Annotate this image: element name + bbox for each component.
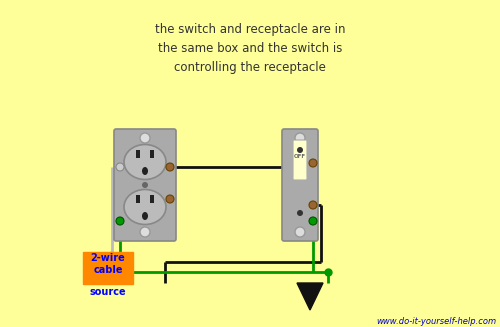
Circle shape <box>166 195 174 203</box>
Circle shape <box>166 163 174 171</box>
Circle shape <box>295 227 305 237</box>
Circle shape <box>297 210 303 216</box>
Circle shape <box>297 147 303 153</box>
Text: 2-wire
cable: 2-wire cable <box>90 253 126 275</box>
Circle shape <box>140 227 150 237</box>
Circle shape <box>116 217 124 225</box>
FancyBboxPatch shape <box>114 129 176 241</box>
Text: www.do-it-yourself-help.com: www.do-it-yourself-help.com <box>376 318 496 326</box>
Circle shape <box>142 182 148 188</box>
Ellipse shape <box>142 212 148 220</box>
Ellipse shape <box>124 145 166 180</box>
FancyBboxPatch shape <box>293 140 307 180</box>
Circle shape <box>309 217 317 225</box>
Bar <box>83 252 133 284</box>
Text: the switch and receptacle are in
the same box and the switch is
controlling the : the switch and receptacle are in the sam… <box>155 23 345 74</box>
Bar <box>136 195 140 203</box>
Polygon shape <box>297 283 323 310</box>
FancyBboxPatch shape <box>282 129 318 241</box>
Circle shape <box>116 163 124 171</box>
Ellipse shape <box>142 167 148 175</box>
Ellipse shape <box>124 190 166 225</box>
Circle shape <box>295 133 305 143</box>
Text: source: source <box>90 287 126 297</box>
Circle shape <box>309 159 317 167</box>
Circle shape <box>309 201 317 209</box>
Circle shape <box>140 133 150 143</box>
Bar <box>136 150 140 158</box>
Bar <box>150 150 154 158</box>
Text: OFF: OFF <box>294 153 306 159</box>
Bar <box>150 195 154 203</box>
